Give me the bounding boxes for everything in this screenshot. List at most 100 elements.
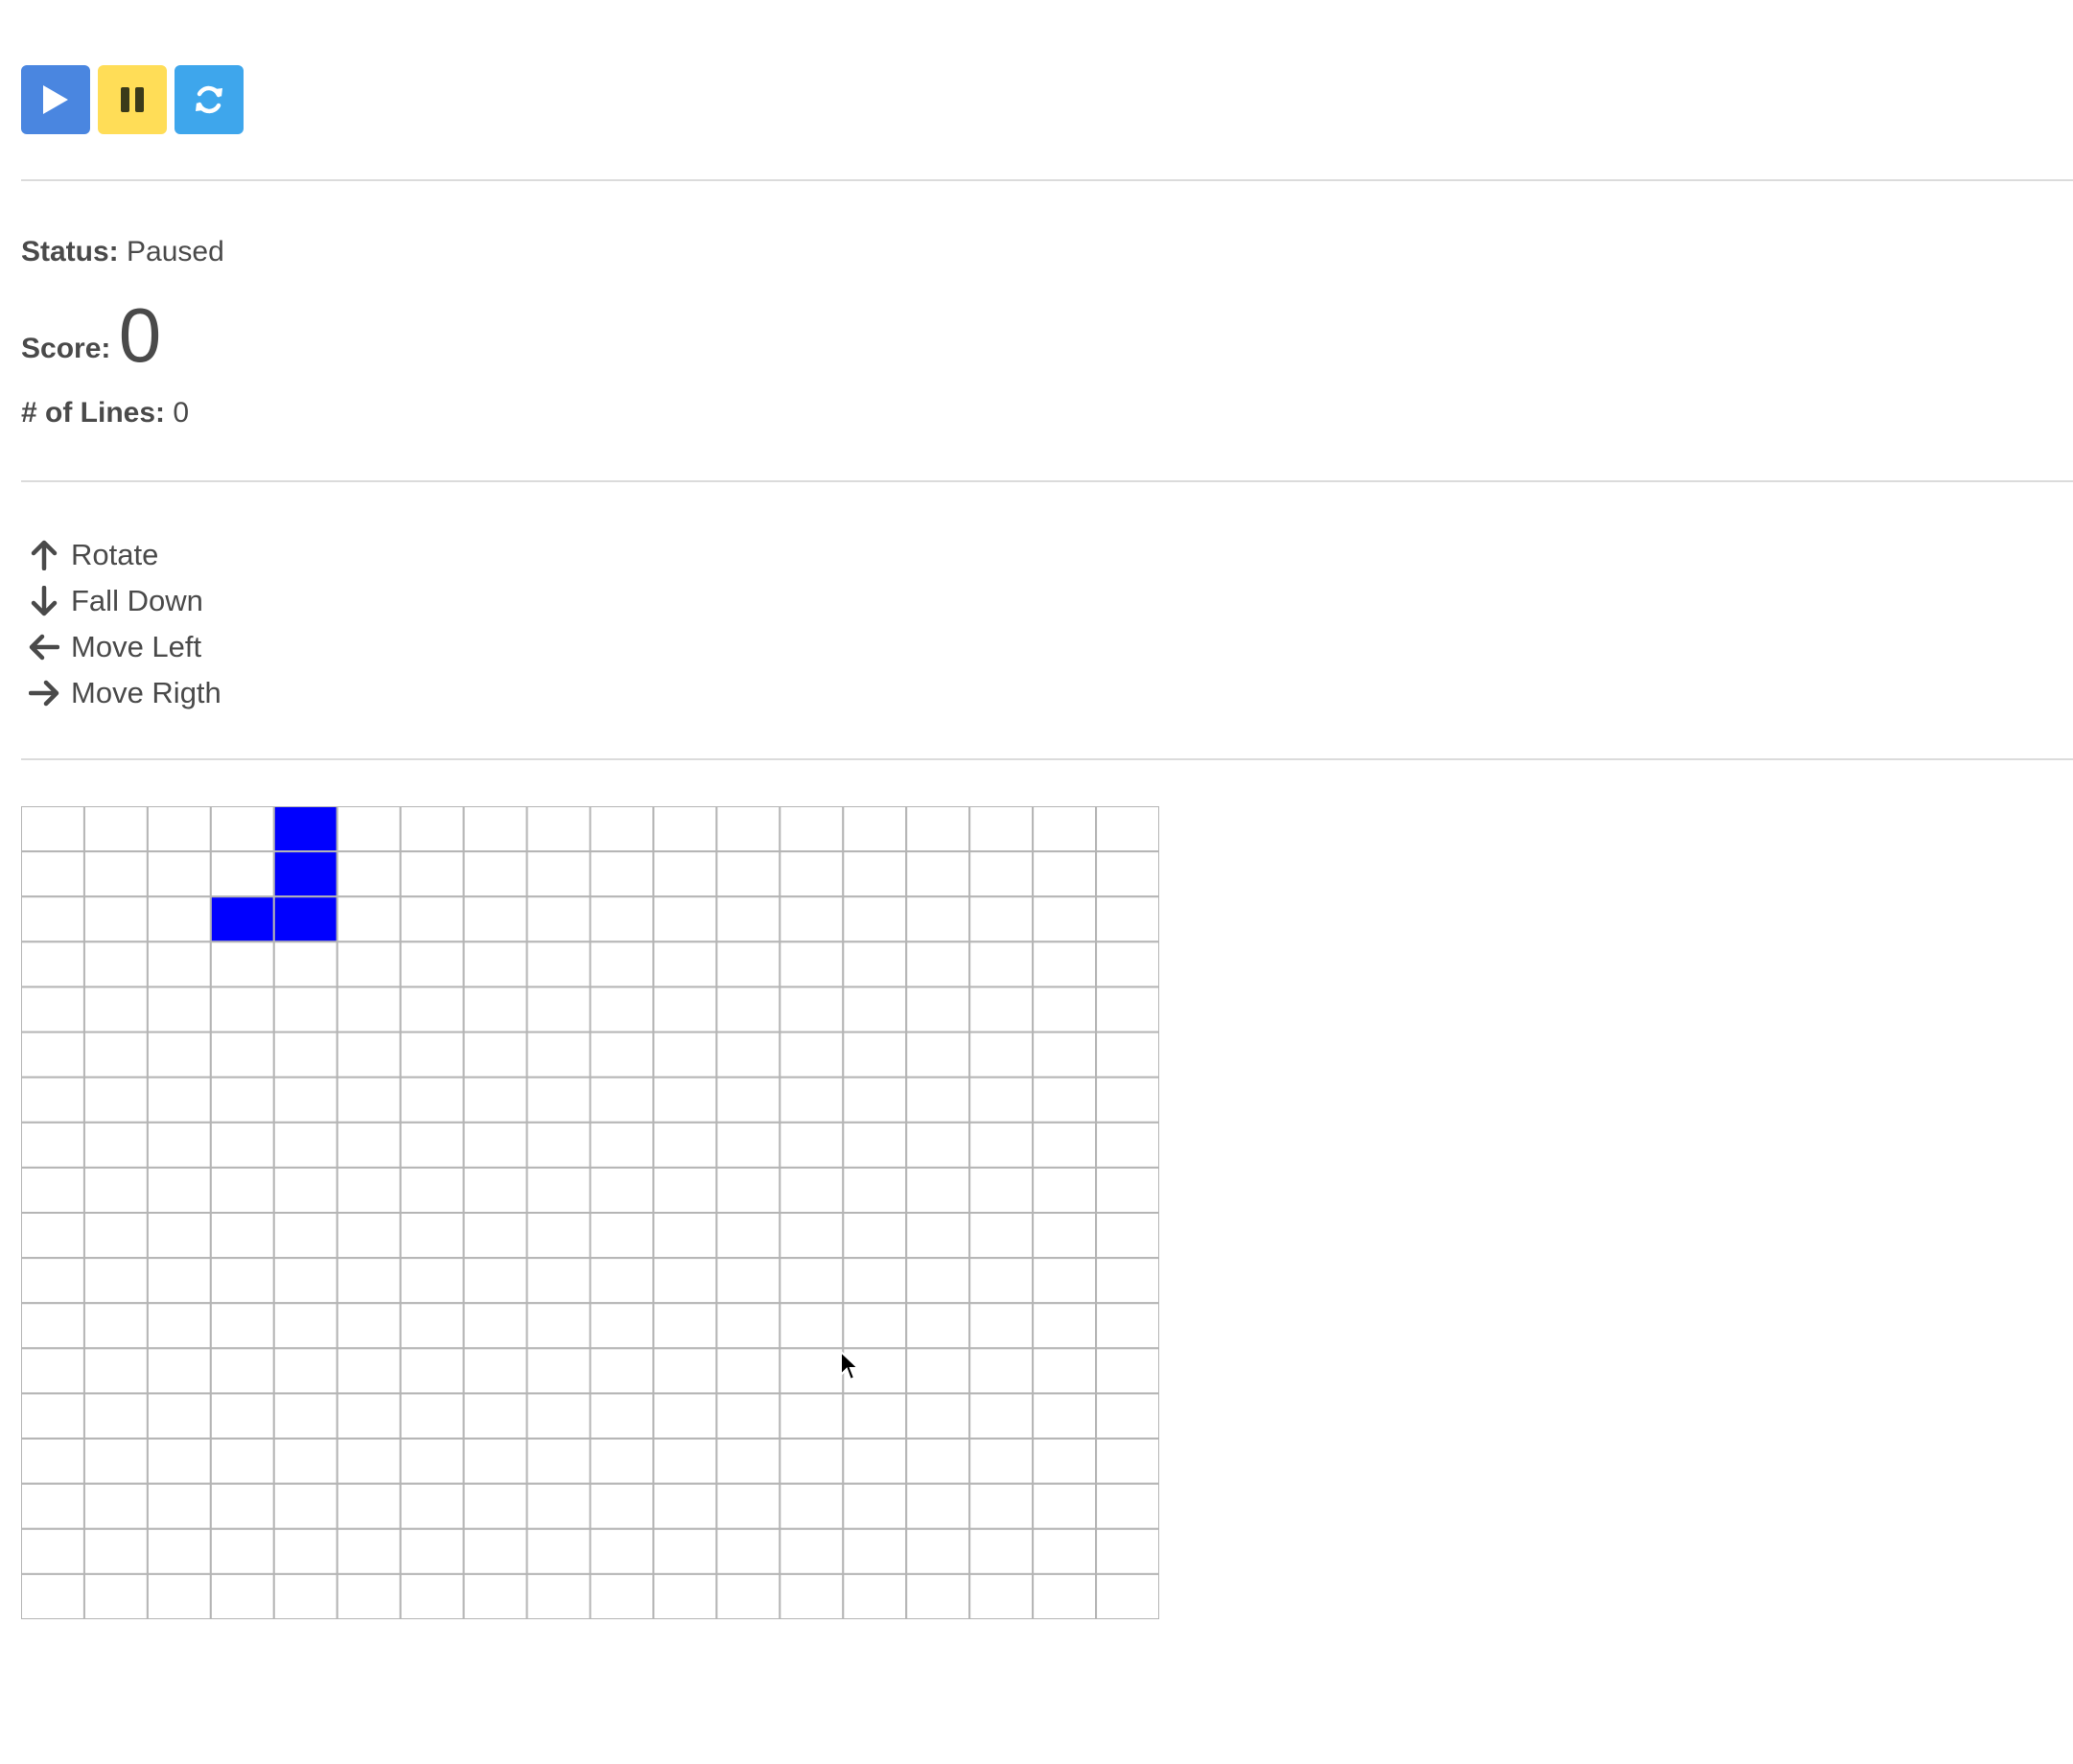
board-cell <box>905 806 971 853</box>
board-cell <box>399 1257 465 1305</box>
board-cell <box>652 1527 718 1575</box>
board-cell <box>209 1392 275 1440</box>
board-cell <box>652 1437 718 1485</box>
board-cell <box>968 1121 1035 1169</box>
board-cell <box>652 1347 718 1395</box>
control-move-left-label: Move Left <box>71 630 202 663</box>
board-cell <box>715 1257 781 1305</box>
board-cell <box>399 850 465 898</box>
board-cell <box>272 1257 338 1305</box>
board-cell <box>146 1257 212 1305</box>
board-cell <box>209 1302 275 1350</box>
board-cell <box>209 1166 275 1214</box>
board-cell <box>209 1212 275 1260</box>
board-cell <box>82 895 149 943</box>
board-cell <box>968 1482 1035 1530</box>
board-cell <box>715 1212 781 1260</box>
board-cell <box>336 1121 402 1169</box>
board-cell <box>272 1212 338 1260</box>
board-cell <box>1095 895 1159 943</box>
board-cell <box>336 1347 402 1395</box>
board-cell <box>525 986 592 1033</box>
board-cell <box>272 1166 338 1214</box>
board-cell <box>968 1166 1035 1214</box>
board-cell <box>842 1257 908 1305</box>
board-cell <box>21 1482 85 1530</box>
board-cell <box>652 1031 718 1079</box>
board-cell <box>779 850 845 898</box>
board-cell <box>652 1302 718 1350</box>
score-line: Score: 0 <box>21 293 161 374</box>
board-cell <box>1032 1392 1098 1440</box>
board-cell <box>82 1302 149 1350</box>
lines-value: 0 <box>173 397 190 429</box>
board-cell <box>779 1482 845 1530</box>
board-cell <box>968 1347 1035 1395</box>
board-cell <box>1032 1527 1098 1575</box>
game-board[interactable] <box>21 806 1159 1619</box>
board-cell <box>146 1121 212 1169</box>
board-cell <box>146 1347 212 1395</box>
board-cell <box>779 1572 845 1619</box>
board-cell <box>336 1302 402 1350</box>
board-cell <box>1095 806 1159 853</box>
board-cell <box>1095 1392 1159 1440</box>
board-cell <box>589 895 655 943</box>
board-cell <box>968 940 1035 988</box>
board-cell <box>462 940 528 988</box>
board-cell <box>779 1392 845 1440</box>
board-cell <box>589 1121 655 1169</box>
board-cell <box>715 1527 781 1575</box>
board-cell <box>842 806 908 853</box>
board-cell <box>82 940 149 988</box>
board-cell <box>968 1212 1035 1260</box>
board-cell <box>968 895 1035 943</box>
board-cell <box>209 1076 275 1124</box>
play-icon <box>43 85 68 114</box>
play-button[interactable] <box>21 65 90 134</box>
board-cell <box>1032 1572 1098 1619</box>
board-cell <box>146 1302 212 1350</box>
board-cell <box>1032 1121 1098 1169</box>
board-cell <box>905 940 971 988</box>
board-cell <box>399 895 465 943</box>
board-cell <box>779 1302 845 1350</box>
board-cell <box>968 1302 1035 1350</box>
board-cell <box>1032 806 1098 853</box>
pause-button[interactable] <box>98 65 167 134</box>
board-cell <box>272 1482 338 1530</box>
board-cell <box>842 1031 908 1079</box>
board-cell <box>336 850 402 898</box>
lines-label: # of Lines: <box>21 397 166 429</box>
board-cell <box>525 1076 592 1124</box>
control-fall-down-label: Fall Down <box>71 584 203 617</box>
board-cell-filled <box>272 806 338 853</box>
board-cell <box>1032 1302 1098 1350</box>
board-cell <box>779 986 845 1033</box>
board-cell <box>336 1392 402 1440</box>
board-cell <box>842 1527 908 1575</box>
board-cell <box>399 1527 465 1575</box>
board-cell <box>462 806 528 853</box>
board-cell <box>525 1347 592 1395</box>
divider-bottom <box>21 758 2073 760</box>
board-cell <box>336 1482 402 1530</box>
board-cell <box>905 1527 971 1575</box>
board-cell <box>905 1302 971 1350</box>
board-cell <box>905 1121 971 1169</box>
restart-button[interactable] <box>175 65 244 134</box>
board-cell <box>525 1392 592 1440</box>
board-cell <box>525 895 592 943</box>
board-cell <box>336 1031 402 1079</box>
board-cell <box>1032 940 1098 988</box>
board-cell <box>462 1121 528 1169</box>
board-cell <box>462 1212 528 1260</box>
mouse-cursor-icon <box>840 1350 860 1381</box>
board-cell <box>1095 940 1159 988</box>
board-cell <box>968 1437 1035 1485</box>
board-cell <box>589 1527 655 1575</box>
board-cell <box>1032 1212 1098 1260</box>
board-grid <box>21 806 1159 1619</box>
board-cell <box>21 1572 85 1619</box>
board-cell <box>1095 1437 1159 1485</box>
